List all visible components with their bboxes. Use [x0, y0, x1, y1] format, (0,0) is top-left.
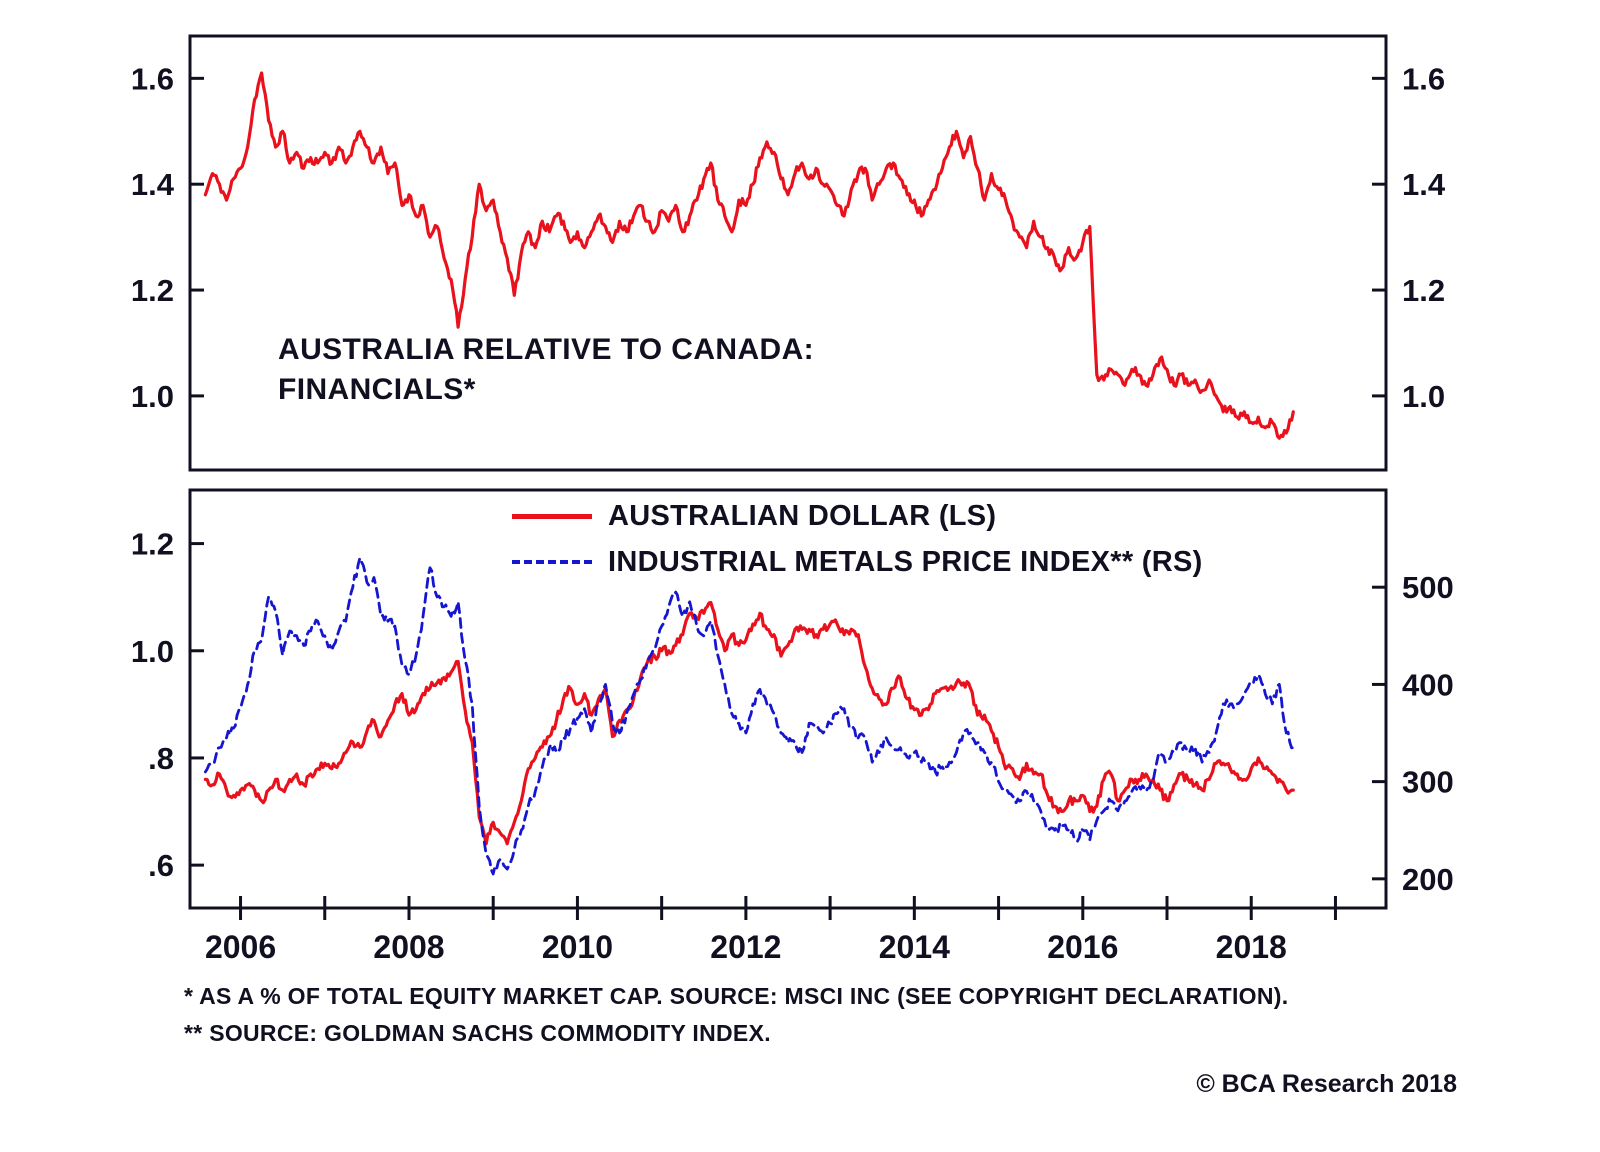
axis-tick-label: 1.2 [131, 273, 174, 308]
axis-tick-label: 1.2 [131, 527, 174, 562]
axis-tick-label: .8 [148, 741, 174, 776]
axis-tick-label: 1.2 [1402, 273, 1445, 308]
top-panel-title-line2: FINANCIALS* [278, 372, 476, 406]
copyright-notice: © BCA Research 2018 [1196, 1070, 1457, 1098]
axis-tick-label: 2018 [1216, 929, 1287, 965]
legend-item-2: INDUSTRIAL METALS PRICE INDEX** (RS) [512, 543, 1203, 581]
axis-tick-label: 2010 [542, 929, 613, 965]
axis-tick-label: .6 [148, 848, 174, 883]
axis-tick-label: 1.0 [131, 379, 174, 414]
series-line [204, 556, 1295, 876]
axis-tick-label: 2008 [373, 929, 444, 965]
legend-swatch-dashed [512, 560, 592, 564]
axis-tick-label: 2006 [205, 929, 276, 965]
axis-tick-label: 500 [1402, 570, 1454, 605]
series-line [203, 71, 1295, 440]
axis-tick-label: 2012 [710, 929, 781, 965]
axis-tick-label: 2014 [879, 929, 950, 965]
top-panel-title-line1: AUSTRALIA RELATIVE TO CANADA: [278, 333, 815, 366]
axis-tick-label: 2016 [1047, 929, 1118, 965]
footnote-2: ** SOURCE: GOLDMAN SACHS COMMODITY INDEX… [184, 1019, 771, 1046]
axis-tick-label: 1.0 [1402, 379, 1445, 414]
legend-swatch-solid [512, 513, 592, 519]
legend: AUSTRALIAN DOLLAR (LS) INDUSTRIAL METALS … [512, 497, 1203, 581]
legend-item-1: AUSTRALIAN DOLLAR (LS) [512, 497, 1203, 535]
footnote-1: * AS A % OF TOTAL EQUITY MARKET CAP. SOU… [184, 983, 1289, 1009]
axis-tick-label: 1.4 [131, 167, 175, 202]
axis-tick-label: 200 [1402, 862, 1454, 897]
axis-tick-label: 1.6 [1402, 61, 1445, 96]
axis-tick-label: 400 [1402, 667, 1454, 702]
top-panel-title: AUSTRALIA RELATIVE TO CANADA: FINANCIALS… [278, 330, 814, 409]
legend-label: INDUSTRIAL METALS PRICE INDEX** (RS) [608, 545, 1203, 578]
axis-tick-label: 1.6 [131, 61, 174, 96]
footnotes: * AS A % OF TOTAL EQUITY MARKET CAP. SOU… [184, 978, 1288, 1052]
axis-tick-label: 300 [1402, 765, 1454, 800]
legend-label: AUSTRALIAN DOLLAR (LS) [608, 499, 997, 532]
axis-tick-label: 1.0 [131, 634, 174, 669]
series-line [203, 600, 1295, 846]
axis-tick-label: 1.4 [1402, 167, 1446, 202]
